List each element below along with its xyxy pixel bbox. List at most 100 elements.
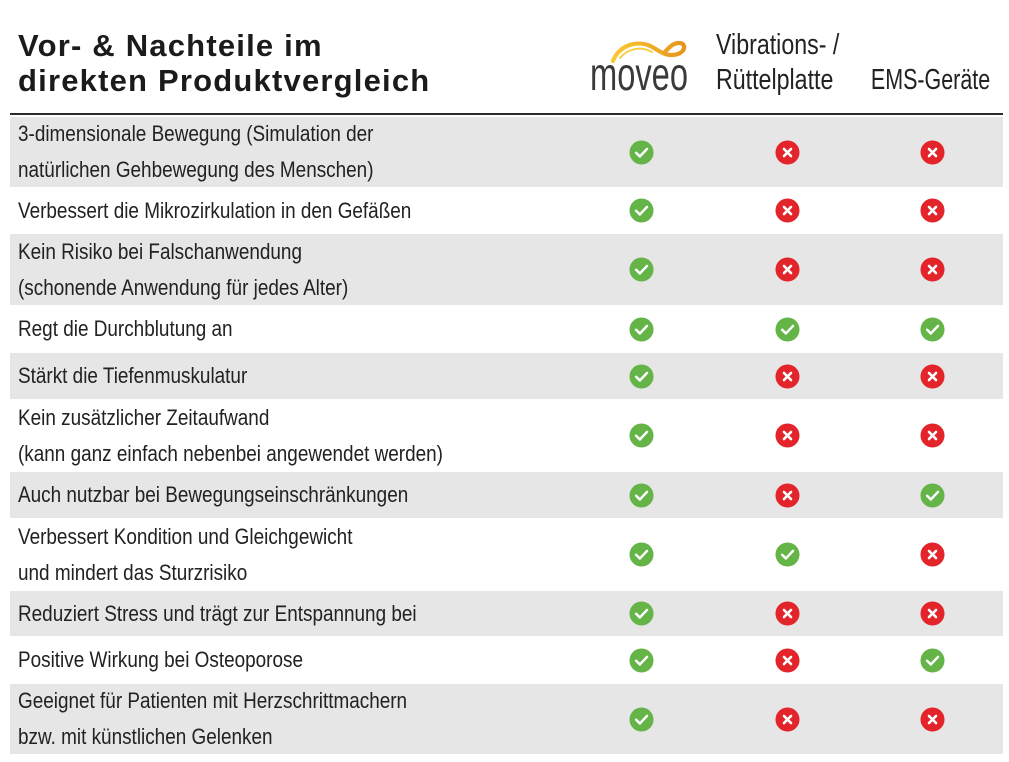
cross-circle-icon: [774, 198, 800, 223]
cross-circle-icon: [919, 601, 945, 626]
cross-circle-icon: [774, 482, 800, 508]
cross-circle-icon: [774, 139, 800, 165]
cell-moveo: [581, 353, 701, 399]
check-circle-icon: [919, 482, 945, 508]
check-circle-icon: [774, 542, 800, 567]
cell-vibration: [727, 472, 847, 518]
comparison-row: Positive Wirkung bei Osteoporose: [10, 637, 1003, 683]
cell-vibration: [727, 400, 847, 471]
row-label: Reduziert Stress und trägt zur Entspannu…: [18, 591, 482, 636]
cross-circle-icon: [919, 139, 945, 165]
cell-vibration: [727, 519, 847, 590]
column-header-line: EMS-Geräte: [870, 64, 990, 96]
page-title-line: direkten Produktvergleich: [18, 63, 431, 98]
cross-circle-icon: [919, 706, 945, 732]
cell-ems: [872, 188, 992, 233]
row-label: Geeignet für Patienten mit Herzschrittma…: [18, 684, 470, 754]
row-label-line: Positive Wirkung bei Osteoporose: [18, 647, 303, 672]
check-circle-icon: [919, 316, 945, 342]
column-header-line: Rüttelplatte: [716, 64, 834, 96]
check-circle-icon: [628, 257, 654, 282]
check-circle-icon: [628, 423, 654, 448]
cross-circle-icon: [774, 363, 800, 389]
cross-circle-icon: [919, 363, 945, 389]
cross-circle-icon: [774, 139, 800, 165]
row-label-line: Auch nutzbar bei Bewegungseinschränkunge…: [18, 482, 409, 507]
cross-circle-icon: [774, 601, 800, 626]
cross-circle-icon: [774, 423, 800, 448]
check-circle-icon: [628, 706, 654, 732]
cross-circle-icon: [919, 706, 945, 732]
check-circle-icon: [919, 482, 945, 508]
cell-vibration: [727, 306, 847, 352]
cell-ems: [872, 472, 992, 518]
cross-circle-icon: [919, 542, 945, 567]
cross-circle-icon: [774, 647, 800, 673]
comparison-row: Auch nutzbar bei Bewegungseinschränkunge…: [10, 472, 1003, 518]
moveo-logo: moveo: [590, 40, 688, 96]
cell-moveo: [581, 684, 701, 754]
check-circle-icon: [919, 316, 945, 342]
cross-circle-icon: [774, 363, 800, 389]
cross-circle-icon: [919, 601, 945, 626]
cell-moveo: [581, 400, 701, 471]
comparison-row: Regt die Durchblutung an: [10, 306, 1003, 352]
row-label-line: 3-dimensionale Bewegung (Simulation der: [18, 121, 374, 146]
comparison-row: Reduziert Stress und trägt zur Entspannu…: [10, 591, 1003, 636]
cross-circle-icon: [774, 706, 800, 732]
cell-moveo: [581, 519, 701, 590]
check-circle-icon: [628, 482, 654, 508]
cross-circle-icon: [774, 601, 800, 626]
cell-moveo: [581, 117, 701, 187]
cross-circle-icon: [919, 363, 945, 389]
row-label-line: natürlichen Gehbewegung des Menschen): [18, 157, 374, 182]
row-label: Kein Risiko bei Falschanwendung (schonen…: [18, 234, 402, 305]
row-label: 3-dimensionale Bewegung (Simulation der …: [18, 117, 431, 187]
row-label-line: Kein Risiko bei Falschanwendung: [18, 238, 302, 264]
comparison-row: Verbessert die Mikrozirkulation in den G…: [10, 188, 1003, 233]
row-label: Verbessert Kondition und Gleichgewicht u…: [18, 519, 407, 590]
check-circle-icon: [774, 316, 800, 342]
page-title-line: Vor- & Nachteile im: [18, 28, 323, 63]
check-circle-icon: [919, 647, 945, 673]
cross-circle-icon: [919, 257, 945, 282]
page-title: Vor- & Nachteile im direkten Produktverg…: [18, 28, 430, 98]
cross-circle-icon: [919, 423, 945, 448]
comparison-row: Geeignet für Patienten mit Herzschrittma…: [10, 684, 1003, 754]
cross-circle-icon: [774, 423, 800, 448]
check-circle-icon: [628, 647, 654, 673]
cross-circle-icon: [774, 257, 800, 282]
comparison-row: Kein zusätzlicher Zeitaufwand (kann ganz…: [10, 400, 1003, 471]
cell-ems: [872, 684, 992, 754]
check-circle-icon: [628, 601, 654, 626]
check-circle-icon: [628, 139, 654, 165]
cell-moveo: [581, 234, 701, 305]
cell-ems: [872, 306, 992, 352]
row-label-line: und mindert das Sturzrisiko: [18, 559, 248, 585]
cross-circle-icon: [774, 647, 800, 673]
check-circle-icon: [628, 363, 654, 389]
check-circle-icon: [628, 423, 654, 448]
cell-moveo: [581, 637, 701, 683]
cross-circle-icon: [774, 198, 800, 223]
cell-vibration: [727, 637, 847, 683]
row-label-line: Kein zusätzlicher Zeitaufwand: [18, 404, 270, 430]
row-label: Regt die Durchblutung an: [18, 306, 268, 352]
cross-circle-icon: [919, 423, 945, 448]
check-circle-icon: [628, 647, 654, 673]
cell-ems: [872, 353, 992, 399]
check-circle-icon: [628, 198, 654, 223]
cell-vibration: [727, 117, 847, 187]
row-label-line: Verbessert die Mikrozirkulation in den G…: [18, 197, 412, 223]
cell-vibration: [727, 234, 847, 305]
check-circle-icon: [919, 647, 945, 673]
row-label: Verbessert die Mikrozirkulation in den G…: [18, 188, 475, 233]
row-label-line: Stärkt die Tiefenmuskulatur: [18, 363, 248, 388]
cell-moveo: [581, 591, 701, 636]
logo-swoosh-inner: [619, 47, 653, 59]
check-circle-icon: [628, 198, 654, 223]
cell-vibration: [727, 591, 847, 636]
row-label: Auch nutzbar bei Bewegungseinschränkunge…: [18, 472, 472, 518]
cross-circle-icon: [919, 542, 945, 567]
